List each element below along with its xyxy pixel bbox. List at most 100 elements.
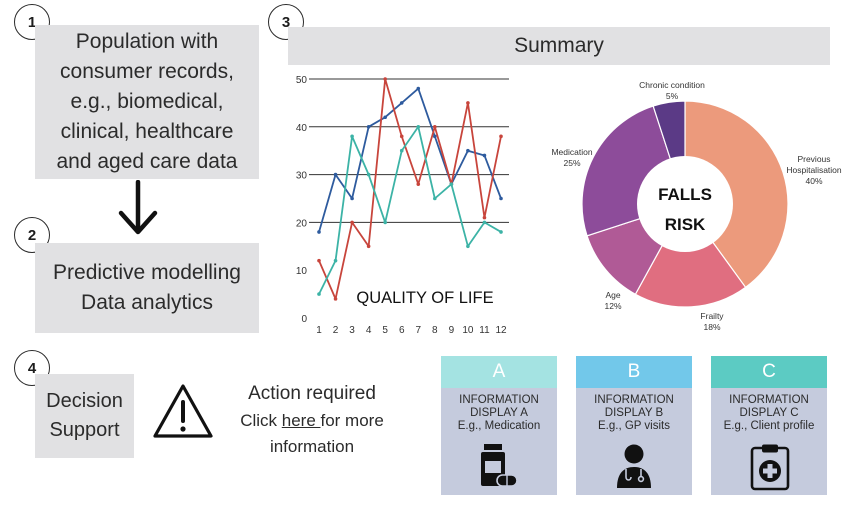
card-line: DISPLAY C — [739, 407, 799, 419]
x-tick-label: 5 — [382, 325, 388, 336]
card-line: INFORMATION — [594, 394, 674, 406]
step-4-line: Support — [49, 419, 120, 441]
data-point — [333, 297, 338, 301]
slice-label: Age — [605, 290, 620, 300]
x-tick-label: 2 — [333, 325, 339, 336]
x-tick-label: 10 — [462, 325, 474, 336]
data-point — [399, 148, 404, 153]
step-1-line: e.g., biomedical, — [70, 90, 224, 113]
x-tick-label: 9 — [449, 325, 455, 336]
data-point — [466, 148, 470, 153]
action-block: Action required Click here for more info… — [222, 380, 402, 460]
info-display-card-c[interactable]: C INFORMATION DISPLAY C E.g., Client pro… — [711, 356, 827, 495]
card-b-text: INFORMATION DISPLAY B E.g., GP visits — [576, 388, 692, 433]
slice-percent: 18% — [703, 322, 720, 332]
series-line-1 — [318, 87, 502, 233]
info-display-card-b[interactable]: B INFORMATION DISPLAY B E.g., GP visits — [576, 356, 692, 495]
card-line: E.g., Client profile — [723, 420, 815, 432]
slice-label: Frailty — [700, 311, 724, 321]
data-point — [333, 172, 338, 177]
data-point — [317, 258, 321, 263]
data-point — [466, 244, 470, 249]
step-1-line: and aged care data — [56, 150, 238, 173]
step-1-line: consumer records, — [60, 60, 234, 83]
data-point — [499, 134, 503, 139]
slice-percent: 25% — [563, 158, 580, 168]
data-point — [433, 125, 437, 129]
step-4-line: Decision — [46, 390, 123, 412]
data-point — [399, 101, 404, 105]
slice-percent: 12% — [604, 301, 621, 311]
data-point — [350, 220, 354, 225]
x-tick-label: 7 — [415, 325, 421, 336]
data-point — [383, 77, 387, 81]
data-point — [482, 215, 487, 220]
chart-title: QUALITY OF LIFE — [356, 289, 493, 307]
y-tick-label: 0 — [301, 314, 307, 325]
falls-risk-donut-chart: FALLS RISK Chronic condition 5% Previous… — [551, 80, 842, 332]
step-2-line: Data analytics — [81, 291, 213, 314]
data-point — [416, 125, 421, 129]
data-point — [333, 258, 338, 263]
data-point — [466, 101, 470, 105]
slice-percent: 5% — [666, 91, 679, 101]
card-line: DISPLAY A — [470, 407, 528, 419]
data-point — [416, 86, 421, 91]
data-point — [366, 244, 371, 249]
series-line-3 — [318, 125, 502, 295]
slice-label: Chronic condition — [639, 80, 705, 90]
action-click-suffix: for more — [320, 411, 384, 430]
y-tick-label: 40 — [296, 123, 308, 134]
data-point — [350, 134, 354, 139]
data-point — [449, 182, 454, 186]
card-line: E.g., GP visits — [597, 420, 670, 432]
summary-header: Summary — [288, 27, 830, 65]
card-line: INFORMATION — [729, 394, 809, 406]
x-tick-label: 8 — [432, 325, 438, 336]
action-last-line: information — [269, 437, 355, 456]
card-a-text: INFORMATION DISPLAY A E.g., Medication — [441, 388, 557, 433]
data-point — [499, 196, 503, 201]
slice-label: Medication — [551, 147, 592, 157]
step-4-box: Decision Support — [35, 374, 134, 458]
donut-slice-frailty — [634, 202, 747, 308]
data-point — [482, 220, 487, 225]
donut-center-line: FALLS — [658, 185, 712, 204]
data-point — [416, 182, 421, 186]
x-tick-label: 6 — [399, 325, 405, 336]
data-point — [317, 230, 321, 234]
data-point — [482, 153, 487, 158]
y-tick-label: 50 — [296, 75, 308, 86]
step-1-line: clinical, healthcare — [60, 120, 234, 143]
down-arrow-icon — [118, 180, 158, 235]
data-point — [499, 230, 503, 234]
slice-percent: 40% — [805, 176, 822, 186]
y-tick-label: 30 — [296, 171, 308, 182]
data-point — [383, 220, 387, 225]
card-line: E.g., Medication — [457, 420, 541, 432]
info-display-card-a[interactable]: A INFORMATION DISPLAY A E.g., Medication — [441, 356, 557, 495]
step-1-line: Population with — [75, 30, 219, 53]
here-link[interactable]: here — [281, 411, 321, 430]
action-click-line: Click here for more — [222, 408, 402, 434]
slice-label: Previous — [797, 154, 830, 164]
slice-label: Hospitalisation — [786, 165, 842, 175]
card-line: INFORMATION — [459, 394, 539, 406]
data-point — [366, 172, 371, 177]
step-2-box: Predictive modelling Data analytics — [35, 243, 259, 333]
x-tick-label: 3 — [349, 325, 355, 336]
clipboard-medical-icon — [750, 444, 790, 491]
donut-slice-previous — [684, 100, 789, 289]
card-c-text: INFORMATION DISPLAY C E.g., Client profi… — [711, 388, 827, 433]
x-tick-label: 12 — [495, 325, 507, 336]
medication-bottle-icon — [481, 444, 518, 487]
card-line: DISPLAY B — [604, 407, 664, 419]
card-b-header: B — [576, 356, 692, 388]
y-tick-label: 20 — [296, 218, 308, 229]
action-title: Action required — [248, 383, 376, 404]
warning-icon — [153, 384, 213, 438]
data-point — [366, 125, 371, 129]
data-point — [350, 196, 354, 201]
step-1-box: Population with consumer records, e.g., … — [35, 25, 259, 179]
